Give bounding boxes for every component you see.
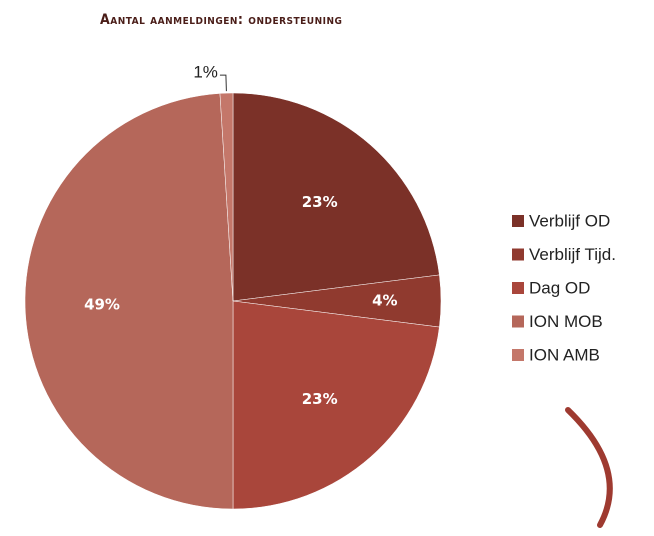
legend-label: Verblijf OD bbox=[529, 211, 610, 230]
pie-slice bbox=[232, 300, 440, 510]
data-label: 1% bbox=[193, 63, 218, 82]
legend-swatch bbox=[512, 315, 524, 328]
legend-label: Verblijf Tijd. bbox=[529, 245, 616, 264]
legend-swatch bbox=[512, 349, 524, 361]
data-label: 23% bbox=[302, 390, 338, 408]
legend-label: Dag OD bbox=[529, 278, 590, 297]
pie-slice bbox=[219, 92, 234, 302]
legend-swatch bbox=[512, 215, 524, 227]
pie-slice bbox=[24, 93, 234, 510]
legend-swatch bbox=[512, 282, 524, 294]
decoration bbox=[565, 407, 613, 528]
leader-line bbox=[219, 74, 227, 92]
pie-slice bbox=[232, 92, 440, 302]
legend-swatch bbox=[512, 248, 524, 261]
data-label: 23% bbox=[302, 193, 338, 211]
legend-label: ION MOB bbox=[529, 312, 603, 331]
chart-title: Aantal aanmeldingen: ondersteuning bbox=[100, 12, 342, 28]
data-label: 49% bbox=[84, 296, 120, 314]
legend-label: ION AMB bbox=[529, 345, 600, 364]
data-label: 4% bbox=[372, 292, 397, 310]
